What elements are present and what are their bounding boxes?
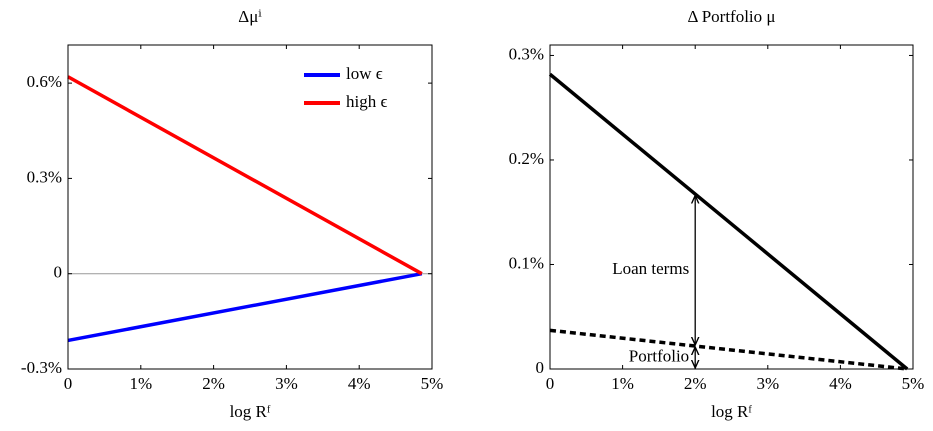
x-tick-label: 3% <box>275 374 298 393</box>
y-tick-label: -0.3% <box>21 358 62 377</box>
y-tick-label: 0.1% <box>509 253 544 272</box>
chart-title: Δ Portfolio μ <box>687 7 775 26</box>
x-tick-label: 2% <box>202 374 225 393</box>
x-tick-label: 2% <box>684 374 707 393</box>
plot-frame <box>549 44 914 370</box>
x-tick-label: 1% <box>129 374 152 393</box>
x-axis-label: log Rᶠ <box>230 402 271 421</box>
y-tick-label: 0 <box>536 358 545 377</box>
x-tick-label: 3% <box>756 374 779 393</box>
legend-label: high ϵ <box>346 92 387 111</box>
series-line <box>549 328 908 371</box>
annotation-text: Loan terms <box>612 259 689 278</box>
x-tick-label: 1% <box>611 374 634 393</box>
x-tick-label: 0 <box>546 374 555 393</box>
chart-title: Δμⁱ <box>238 7 262 26</box>
plot-frame <box>67 44 433 370</box>
x-tick-label: 5% <box>421 374 444 393</box>
series-line <box>67 271 423 343</box>
x-axis-label: log Rᶠ <box>711 402 752 421</box>
y-tick-label: 0.2% <box>509 149 544 168</box>
series-line <box>548 72 909 371</box>
x-tick-label: 4% <box>829 374 852 393</box>
y-tick-label: 0 <box>54 263 63 282</box>
annotation-text: Portfolio <box>629 346 689 365</box>
x-tick-label: 5% <box>902 374 925 393</box>
y-tick-label: 0.3% <box>509 44 544 63</box>
series-line <box>67 75 423 276</box>
y-tick-label: 0.6% <box>27 72 62 91</box>
x-tick-label: 0 <box>64 374 73 393</box>
y-tick-label: 0.3% <box>27 167 62 186</box>
legend-label: low ϵ <box>346 64 383 83</box>
x-tick-label: 4% <box>348 374 371 393</box>
